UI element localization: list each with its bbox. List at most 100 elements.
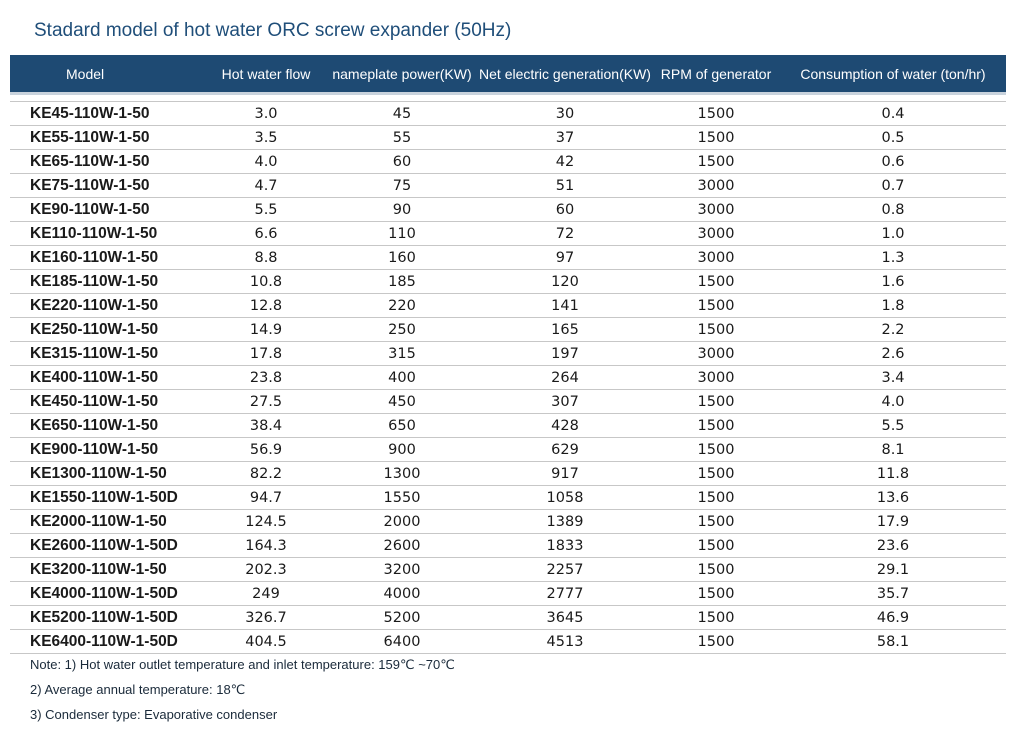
cell-model: KE450-110W-1-50 bbox=[30, 392, 159, 410]
cell-hot-water-flow: 38.4 bbox=[249, 417, 283, 434]
table-row: KE160-110W-1-50 8.8 160 97 3000 1.3 bbox=[10, 246, 1006, 270]
cell-model: KE900-110W-1-50 bbox=[30, 440, 159, 458]
cell-hot-water-flow: 82.2 bbox=[249, 465, 283, 482]
cell-water-consumption: 8.1 bbox=[881, 441, 905, 458]
cell-model: KE75-110W-1-50 bbox=[30, 176, 150, 194]
cell-net-generation: 141 bbox=[551, 297, 579, 314]
cell-hot-water-flow: 23.8 bbox=[249, 369, 283, 386]
cell-model: KE65-110W-1-50 bbox=[30, 152, 150, 170]
cell-model: KE4000-110W-1-50D bbox=[30, 584, 178, 602]
note-line: Note: 1) Hot water outlet temperature an… bbox=[30, 657, 455, 672]
cell-nameplate-power: 2000 bbox=[383, 513, 421, 530]
cell-nameplate-power: 75 bbox=[392, 177, 412, 194]
cell-water-consumption: 11.8 bbox=[876, 465, 910, 482]
cell-water-consumption: 1.6 bbox=[881, 273, 905, 290]
table-row: KE75-110W-1-50 4.7 75 51 3000 0.7 bbox=[10, 174, 1006, 198]
cell-net-generation: 72 bbox=[555, 225, 575, 242]
page-title: Stadard model of hot water ORC screw exp… bbox=[34, 20, 512, 41]
table-row: KE5200-110W-1-50D 326.7 5200 3645 1500 46.9 bbox=[10, 606, 1006, 630]
cell-nameplate-power: 250 bbox=[388, 321, 416, 338]
cell-water-consumption: 35.7 bbox=[876, 585, 910, 602]
table-row: KE315-110W-1-50 17.8 315 197 3000 2.6 bbox=[10, 342, 1006, 366]
cell-nameplate-power: 900 bbox=[388, 441, 416, 458]
table-row: KE3200-110W-1-50 202.3 3200 2257 1500 29.1 bbox=[10, 558, 1006, 582]
cell-rpm: 1500 bbox=[697, 633, 735, 650]
cell-rpm: 1500 bbox=[697, 297, 735, 314]
cell-net-generation: 629 bbox=[551, 441, 579, 458]
cell-rpm: 3000 bbox=[697, 369, 735, 386]
cell-water-consumption: 0.6 bbox=[881, 153, 905, 170]
cell-model: KE6400-110W-1-50D bbox=[30, 632, 178, 650]
cell-model: KE1550-110W-1-50D bbox=[30, 488, 178, 506]
cell-water-consumption: 1.3 bbox=[881, 249, 905, 266]
cell-hot-water-flow: 249 bbox=[252, 585, 280, 602]
cell-water-consumption: 0.5 bbox=[881, 129, 905, 146]
cell-water-consumption: 13.6 bbox=[876, 489, 910, 506]
cell-net-generation: 2777 bbox=[546, 585, 584, 602]
cell-model: KE650-110W-1-50 bbox=[30, 416, 159, 434]
cell-water-consumption: 4.0 bbox=[881, 393, 905, 410]
cell-nameplate-power: 1550 bbox=[383, 489, 421, 506]
cell-net-generation: 197 bbox=[551, 345, 579, 362]
cell-nameplate-power: 6400 bbox=[383, 633, 421, 650]
cell-model: KE3200-110W-1-50 bbox=[30, 560, 167, 578]
spec-table: Model Hot water flow nameplate power(KW)… bbox=[10, 55, 1006, 654]
cell-hot-water-flow: 3.5 bbox=[254, 129, 278, 146]
cell-rpm: 1500 bbox=[697, 561, 735, 578]
table-row: KE250-110W-1-50 14.9 250 165 1500 2.2 bbox=[10, 318, 1006, 342]
header-nameplate-power: nameplate power(KW) bbox=[332, 65, 472, 82]
cell-rpm: 1500 bbox=[697, 105, 735, 122]
cell-hot-water-flow: 202.3 bbox=[245, 561, 287, 578]
cell-rpm: 1500 bbox=[697, 129, 735, 146]
table-row: KE400-110W-1-50 23.8 400 264 3000 3.4 bbox=[10, 366, 1006, 390]
cell-hot-water-flow: 5.5 bbox=[254, 201, 278, 218]
cell-model: KE55-110W-1-50 bbox=[30, 128, 150, 146]
cell-hot-water-flow: 6.6 bbox=[254, 225, 278, 242]
cell-nameplate-power: 400 bbox=[388, 369, 416, 386]
cell-hot-water-flow: 3.0 bbox=[254, 105, 278, 122]
cell-water-consumption: 0.4 bbox=[881, 105, 905, 122]
cell-nameplate-power: 315 bbox=[388, 345, 416, 362]
cell-net-generation: 307 bbox=[551, 393, 579, 410]
cell-net-generation: 60 bbox=[555, 201, 575, 218]
note-line: 3) Condenser type: Evaporative condenser bbox=[30, 707, 278, 722]
cell-hot-water-flow: 17.8 bbox=[249, 345, 283, 362]
cell-hot-water-flow: 4.7 bbox=[254, 177, 278, 194]
cell-water-consumption: 2.6 bbox=[881, 345, 905, 362]
table-row: KE900-110W-1-50 56.9 900 629 1500 8.1 bbox=[10, 438, 1006, 462]
cell-net-generation: 3645 bbox=[546, 609, 584, 626]
cell-water-consumption: 2.2 bbox=[881, 321, 905, 338]
header-hot-water-flow: Hot water flow bbox=[221, 65, 311, 82]
cell-water-consumption: 46.9 bbox=[876, 609, 910, 626]
cell-hot-water-flow: 404.5 bbox=[245, 633, 287, 650]
table-row: KE2000-110W-1-50 124.5 2000 1389 1500 17.9 bbox=[10, 510, 1006, 534]
cell-rpm: 1500 bbox=[697, 513, 735, 530]
cell-net-generation: 428 bbox=[551, 417, 579, 434]
cell-nameplate-power: 55 bbox=[392, 129, 412, 146]
cell-nameplate-power: 2600 bbox=[383, 537, 421, 554]
note-line: 2) Average annual temperature: 18℃ bbox=[30, 682, 246, 697]
cell-hot-water-flow: 14.9 bbox=[249, 321, 283, 338]
cell-rpm: 1500 bbox=[697, 537, 735, 554]
table-row: KE4000-110W-1-50D 249 4000 2777 1500 35.7 bbox=[10, 582, 1006, 606]
cell-water-consumption: 5.5 bbox=[881, 417, 905, 434]
cell-rpm: 3000 bbox=[697, 177, 735, 194]
table-row: KE2600-110W-1-50D 164.3 2600 1833 1500 23.6 bbox=[10, 534, 1006, 558]
cell-model: KE220-110W-1-50 bbox=[30, 296, 159, 314]
cell-rpm: 3000 bbox=[697, 201, 735, 218]
cell-rpm: 1500 bbox=[697, 609, 735, 626]
cell-water-consumption: 1.8 bbox=[881, 297, 905, 314]
cell-model: KE2600-110W-1-50D bbox=[30, 536, 178, 554]
cell-hot-water-flow: 4.0 bbox=[254, 153, 278, 170]
cell-water-consumption: 0.8 bbox=[881, 201, 905, 218]
cell-model: KE315-110W-1-50 bbox=[30, 344, 159, 362]
cell-model: KE5200-110W-1-50D bbox=[30, 608, 178, 626]
header-net-generation: Net electric generation(KW) bbox=[479, 65, 651, 82]
table-row: KE1300-110W-1-50 82.2 1300 917 1500 11.8 bbox=[10, 462, 1006, 486]
cell-rpm: 1500 bbox=[697, 393, 735, 410]
table-row: KE6400-110W-1-50D 404.5 6400 4513 1500 58.1 bbox=[10, 630, 1006, 654]
cell-net-generation: 37 bbox=[555, 129, 575, 146]
cell-water-consumption: 1.0 bbox=[881, 225, 905, 242]
table-row: KE185-110W-1-50 10.8 185 120 1500 1.6 bbox=[10, 270, 1006, 294]
cell-water-consumption: 17.9 bbox=[876, 513, 910, 530]
